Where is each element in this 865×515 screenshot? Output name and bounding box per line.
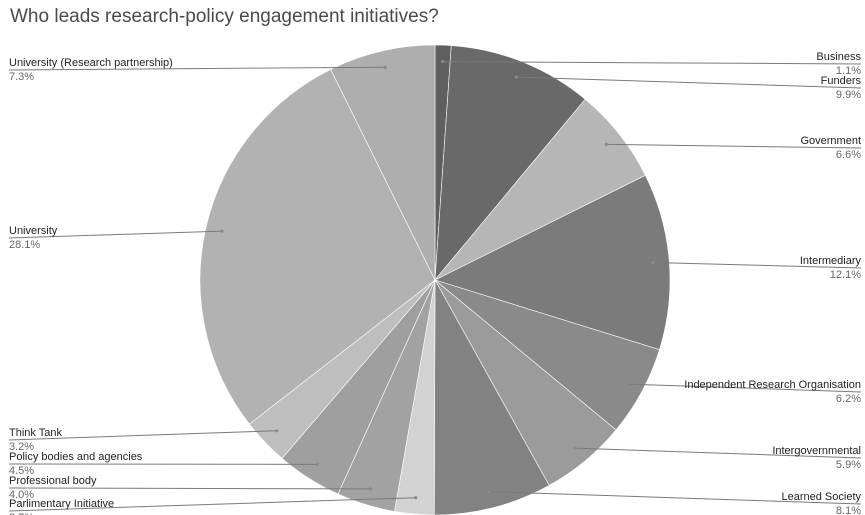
pie-slices: [199, 44, 671, 515]
leader-line-funders: [516, 76, 862, 89]
slice-label-government: Government: [800, 135, 861, 147]
slice-label-business: Business: [816, 51, 861, 63]
leader-line-business: [442, 61, 862, 65]
pie-label-government: Government 6.6%: [604, 135, 862, 161]
pie-label-intermediary: Intermediary 12.1%: [651, 255, 861, 281]
slice-label-policy-bodies-and-agencies: Policy bodies and agencies: [9, 451, 143, 463]
leader-line-think-tank: [8, 430, 277, 441]
leader-dot-policy-bodies-and-agencies: [315, 462, 320, 466]
leader-dot-university-research-partnership: [383, 65, 387, 69]
slice-value-independent-research-organisation: 6.2%: [836, 393, 861, 405]
slice-label-university-research-partnership: University (Research partnership): [9, 57, 173, 69]
pie-label-parlimentary-initiative: Parlimentary Initiative 2.7%: [8, 496, 418, 515]
pie-slice-intermediary: [434, 174, 671, 351]
leader-dot-think-tank: [275, 429, 279, 433]
leader-line-university: [8, 230, 222, 239]
slice-label-intergovernmental: Intergovernmental: [772, 445, 861, 457]
slice-value-government: 6.6%: [836, 149, 861, 161]
leader-dot-funders: [514, 75, 518, 79]
slice-value-university-research-partnership: 7.3%: [9, 71, 34, 83]
leader-dot-intergovernmental: [573, 446, 577, 450]
slice-value-intermediary: 12.1%: [830, 269, 861, 281]
pie-label-think-tank: Think Tank 3.2%: [8, 427, 279, 453]
leader-dot-learned-society: [487, 490, 492, 494]
slice-value-university: 28.1%: [9, 239, 40, 251]
leader-line-learned-society: [489, 491, 862, 505]
slice-label-parlimentary-initiative: Parlimentary Initiative: [9, 498, 114, 510]
pie-label-business: Business 1.1%: [440, 51, 862, 77]
leader-line-intergovernmental: [574, 447, 862, 459]
leader-dot-government: [604, 142, 608, 146]
slice-label-university: University: [9, 225, 58, 237]
slice-label-think-tank: Think Tank: [9, 427, 62, 439]
leader-line-independent-research-organisation: [627, 383, 862, 393]
leader-dot-independent-research-organisation: [625, 382, 629, 386]
leader-line-parlimentary-initiative: [8, 497, 416, 512]
slice-value-parlimentary-initiative: 2.7%: [9, 512, 34, 515]
slice-label-independent-research-organisation: Independent Research Organisation: [684, 379, 861, 391]
pie-slice-university: [199, 69, 436, 425]
slice-value-business: 1.1%: [836, 65, 861, 77]
slice-value-intergovernmental: 5.9%: [836, 459, 861, 471]
leader-dot-professional-body: [368, 487, 373, 491]
leader-dot-parlimentary-initiative: [414, 496, 418, 500]
slice-value-funders: 9.9%: [836, 89, 861, 101]
slice-value-learned-society: 8.1%: [836, 505, 861, 515]
leader-dot-intermediary: [651, 260, 655, 265]
pie-label-intergovernmental: Intergovernmental 5.9%: [573, 445, 861, 471]
leader-dot-university: [220, 229, 224, 233]
slice-label-professional-body: Professional body: [9, 475, 97, 487]
pie-label-university-research-partnership: University (Research partnership) 7.3%: [8, 57, 387, 83]
pie-label-independent-research-organisation: Independent Research Organisation 6.2%: [625, 379, 862, 405]
slice-label-learned-society: Learned Society: [782, 491, 862, 503]
pie-label-professional-body: Professional body 4.0%: [8, 475, 373, 501]
pie-slice-university-research-partnership: [330, 44, 436, 281]
leader-line-government: [606, 143, 862, 149]
leader-dot-business: [440, 59, 445, 64]
slice-label-funders: Funders: [821, 75, 862, 87]
leader-line-intermediary: [652, 261, 862, 269]
slice-label-intermediary: Intermediary: [800, 255, 862, 267]
pie-labels: Business 1.1%Funders 9.9% Government 6.6% Int…: [8, 51, 862, 515]
pie-label-policy-bodies-and-agencies: Policy bodies and agencies 4.5%: [8, 451, 320, 477]
pie-label-funders: Funders 9.9%: [514, 75, 862, 101]
leader-line-university-research-partnership: [8, 66, 386, 71]
slice-value-professional-body: 4.0%: [9, 489, 34, 501]
slice-value-think-tank: 3.2%: [9, 441, 34, 453]
pie-label-university: University 28.1%: [8, 225, 224, 251]
pie-label-learned-society: Learned Society 8.1%: [487, 490, 862, 515]
slice-value-policy-bodies-and-agencies: 4.5%: [9, 465, 34, 477]
leader-line-professional-body: [8, 487, 371, 490]
chart-title: Who leads research-policy engagement ini…: [10, 6, 439, 27]
